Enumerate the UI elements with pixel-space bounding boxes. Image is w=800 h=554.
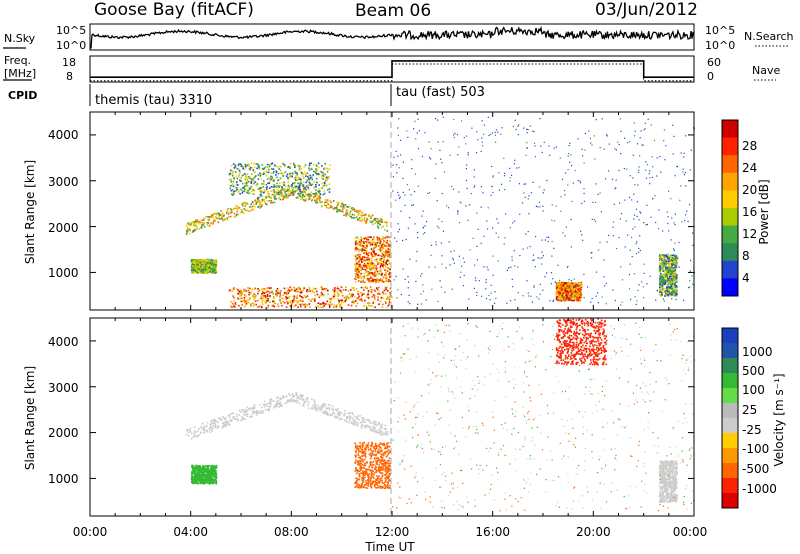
nave-label: Nave [752, 64, 780, 77]
vel-cbtick-m1000: -1000 [742, 482, 777, 496]
velocity-panel: 4000 3000 2000 1000 Slant Range [km] [23, 317, 696, 517]
noise-left-tick-top: 10^5 [56, 24, 86, 37]
noise-left-tick-bot: 10^0 [56, 39, 86, 52]
vel-cbtick-25: 25 [742, 403, 757, 417]
cpid-mode-2: tau (fast) 503 [396, 85, 485, 100]
xtick-1: 04:00 [173, 525, 208, 539]
x-axis: 00:00 04:00 08:00 12:00 16:00 20:00 00:0… [73, 525, 708, 554]
cpid-mode-1: themis (tau) 3310 [95, 93, 212, 108]
power-ticks [89, 112, 695, 310]
xtick-6: 00:00 [673, 525, 708, 539]
vel-ytick-4000: 4000 [48, 335, 79, 349]
velocity-scatter [185, 318, 696, 512]
vel-cbtick-1000: 1000 [742, 345, 773, 359]
vel-ytick-2000: 2000 [48, 426, 79, 440]
freq-tick-bot: 8 [66, 70, 73, 83]
cpid-label: CPID [8, 89, 37, 102]
beam-label: Beam 06 [355, 1, 431, 21]
xtick-4: 16:00 [475, 525, 510, 539]
noise-sky-line [90, 25, 695, 49]
noise-right-tick-top: 10^5 [705, 24, 735, 37]
date-label: 03/Jun/2012 [595, 0, 698, 20]
vel-ytick-1000: 1000 [48, 472, 79, 486]
vel-cbtick-100: 100 [742, 383, 765, 397]
noise-panel: N.Sky 10^5 10^0 10^5 10^0 N.Search [3, 23, 794, 52]
frequency-line [90, 60, 694, 78]
vel-cbtick-m100: -100 [742, 442, 769, 456]
freq-panel: Freq. [MHz] 18 8 60 0 Nave [3, 54, 780, 83]
station-title: Goose Bay (fitACF) [94, 0, 254, 20]
noise-left-label: N.Sky [4, 32, 36, 45]
xtick-5: 20:00 [576, 525, 611, 539]
power-ytick-2000: 2000 [48, 221, 79, 235]
vel-ylabel: Slant Range [km] [23, 366, 37, 470]
power-scatter [185, 116, 696, 309]
power-colorbar: 28 24 20 16 12 8 4 Power [dB] [721, 119, 771, 297]
nave-tick-bot: 0 [707, 70, 714, 83]
power-ytick-3000: 3000 [48, 175, 79, 189]
xtick-2: 08:00 [274, 525, 309, 539]
power-cbtick-12: 12 [742, 227, 757, 241]
vel-cblabel: Velocity [m s⁻¹] [772, 373, 786, 466]
power-cblabel: Power [dB] [757, 179, 771, 244]
noise-right-tick-bot: 10^0 [705, 39, 735, 52]
cpid-panel: CPID themis (tau) 3310 tau (fast) 503 [8, 84, 485, 108]
power-ytick-4000: 4000 [48, 128, 79, 142]
nave-tick-top: 60 [707, 56, 721, 69]
power-cbtick-28: 28 [742, 139, 757, 153]
power-cbtick-20: 20 [742, 183, 757, 197]
power-cbtick-4: 4 [742, 271, 750, 285]
nave-line [90, 63, 694, 82]
freq-tick-top: 18 [62, 56, 76, 69]
power-ylabel: Slant Range [km] [23, 160, 37, 264]
power-cbtick-24: 24 [742, 161, 757, 175]
vel-cbtick-m500: -500 [742, 462, 769, 476]
velocity-ticks [89, 318, 695, 516]
xtick-3: 12:00 [375, 525, 410, 539]
power-ytick-1000: 1000 [48, 266, 79, 280]
vel-cbtick-500: 500 [742, 364, 765, 378]
freq-label-2: [MHz] [4, 67, 36, 80]
freq-label-1: Freq. [4, 54, 31, 67]
power-cbtick-8: 8 [742, 249, 750, 263]
power-cbtick-16: 16 [742, 205, 757, 219]
velocity-colorbar: 1000 500 100 25 -25 -100 -500 -1000 Velo… [721, 327, 786, 509]
xtick-0: 00:00 [73, 525, 108, 539]
vel-ytick-3000: 3000 [48, 381, 79, 395]
x-axis-label: Time UT [364, 540, 415, 554]
vel-cbtick-m25: -25 [742, 423, 762, 437]
noise-right-label: N.Search [744, 30, 794, 43]
power-panel: 4000 3000 2000 1000 Slant Range [km] [23, 111, 696, 311]
